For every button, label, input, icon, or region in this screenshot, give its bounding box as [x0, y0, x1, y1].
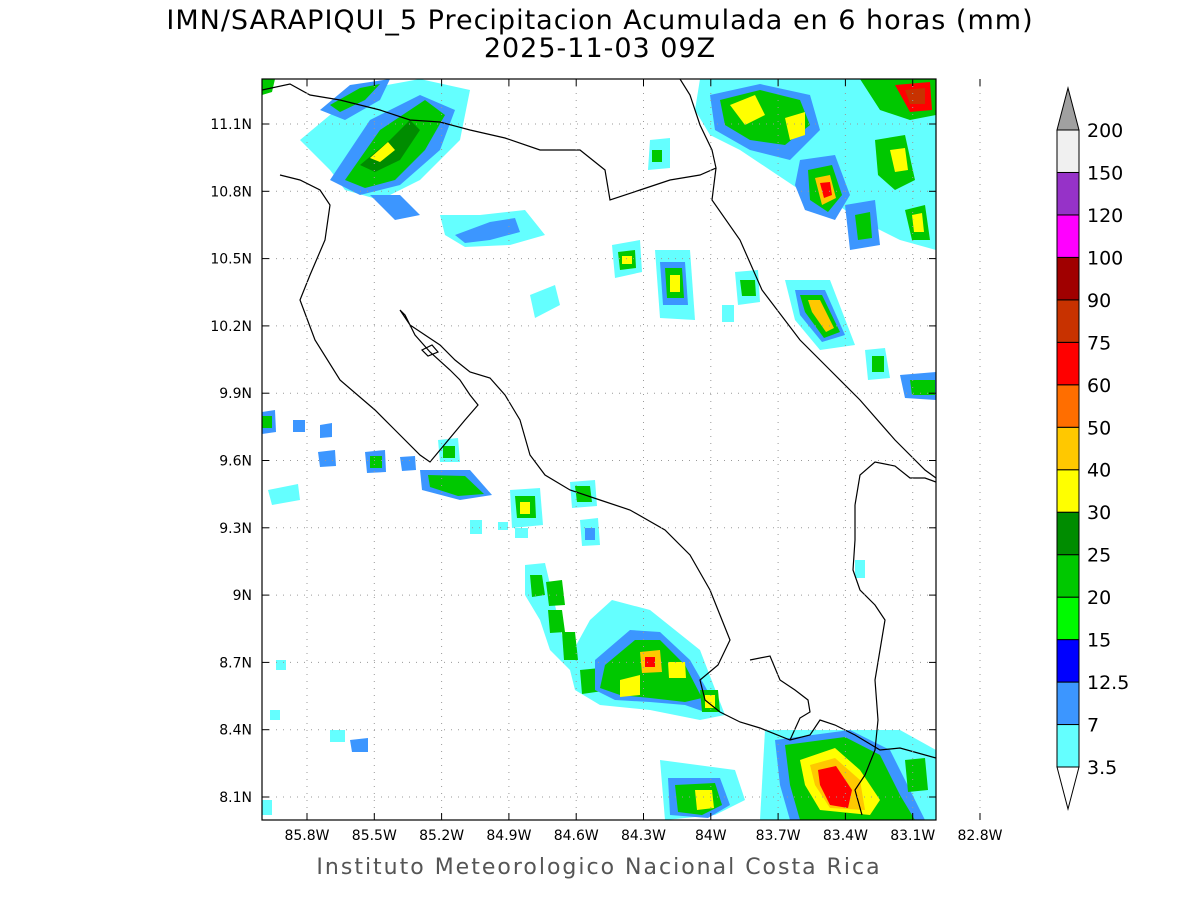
colorbar-swatch	[1056, 426, 1080, 471]
lat-tick-label: 8.7N	[219, 655, 252, 671]
colorbar-swatch	[1056, 511, 1080, 556]
lat-tick-label: 8.1N	[219, 790, 252, 806]
lon-tick-label: 83.1W	[890, 828, 935, 844]
coastlines	[262, 79, 936, 816]
precip-cluster-northwest	[262, 79, 560, 318]
map-title: IMN/SARAPIQUI_5 Precipitacion Acumulada …	[166, 5, 1034, 36]
colorbar-level-label: 25	[1087, 545, 1111, 567]
colorbar-over-arrow	[1056, 86, 1080, 131]
lat-tick-label: 9.3N	[219, 521, 252, 537]
lon-tick-label: 85.8W	[284, 828, 329, 844]
grid-lines	[262, 79, 981, 820]
lat-tick-label: 9.9N	[219, 386, 252, 402]
lon-tick-label: 84W	[695, 828, 727, 844]
footer-institution: Instituto Meteorologico Nacional Costa R…	[316, 855, 882, 880]
coastline-caribbean	[711, 167, 936, 479]
lon-axis: 85.8W 85.5W 85.2W 84.9W 84.6W 84.3W 84W 83.7W 83…	[284, 79, 1003, 844]
precip-cluster-south	[262, 560, 936, 820]
colorbar-level-label: 100	[1087, 247, 1123, 269]
colorbar-swatch	[1056, 469, 1080, 513]
colorbar-swatch	[1056, 299, 1080, 343]
lon-tick-label: 85.5W	[352, 828, 397, 844]
colorbar-level-label: 30	[1087, 502, 1111, 524]
colorbar-level-label: 150	[1087, 162, 1123, 184]
coastline-nicaragua-pacific	[262, 79, 717, 201]
colorbar-swatch	[1056, 724, 1080, 768]
colorbar-level-label: 12.5	[1087, 672, 1129, 694]
colorbar-swatch	[1056, 596, 1080, 641]
island-chira	[420, 344, 440, 357]
colorbar-level-label: 60	[1087, 375, 1111, 397]
map-subtitle-date: 2025-11-03 09Z	[483, 33, 717, 64]
lon-tick-label: 85.2W	[419, 828, 464, 844]
colorbar-level-label: 20	[1087, 587, 1111, 609]
colorbar-swatch	[1056, 171, 1080, 216]
lat-tick-label: 10.2N	[210, 319, 252, 335]
colorbar-level-label: 200	[1087, 120, 1123, 142]
colorbar-swatch	[1056, 214, 1080, 258]
lat-tick-label: 10.5N	[210, 252, 252, 268]
colorbar-level-label: 75	[1087, 332, 1111, 354]
colorbar-level-label: 40	[1087, 460, 1111, 482]
colorbar-swatch	[1056, 256, 1080, 301]
precip-cluster-pacific	[262, 410, 600, 546]
colorbar-level-label: 50	[1087, 417, 1111, 439]
lon-tick-label: 82.8W	[957, 828, 1002, 844]
colorbar-level-label: 7	[1087, 715, 1099, 737]
plot-frame	[261, 78, 937, 821]
colorbar-swatch	[1056, 341, 1080, 386]
lon-tick-label: 83.7W	[756, 828, 801, 844]
lat-tick-label: 10.8N	[210, 184, 252, 200]
lat-tick-label: 9.6N	[219, 454, 252, 470]
lon-tick-label: 84.9W	[486, 828, 531, 844]
lat-tick-label: 9N	[233, 588, 252, 604]
colorbar-swatch	[1056, 554, 1080, 598]
colorbar-swatch	[1056, 384, 1080, 428]
colorbar-swatch	[1056, 681, 1080, 726]
coastline-pacific-costa-rica	[279, 174, 936, 759]
colorbar-under-arrow	[1056, 766, 1080, 811]
precip-cluster-northeast	[648, 79, 936, 250]
colorbar-level-label: 15	[1087, 630, 1111, 652]
lon-tick-label: 84.3W	[621, 828, 666, 844]
lat-axis: 11.1N 10.8N 10.5N 10.2N 9.9N 9.6N 9.3N 9N 8.7N 8.…	[210, 117, 936, 806]
colorbar-level-label: 120	[1087, 205, 1123, 227]
colorbar-swatch	[1056, 639, 1080, 683]
map-plot-area	[261, 78, 981, 821]
lat-tick-label: 11.1N	[210, 117, 252, 133]
lon-tick-label: 84.6W	[554, 828, 599, 844]
colorbar-level-label: 90	[1087, 290, 1111, 312]
lat-tick-label: 8.4N	[219, 723, 252, 739]
border-panama	[852, 461, 936, 816]
precip-cluster-central-north	[612, 240, 936, 400]
precip-fields	[262, 79, 936, 820]
colorbar-swatch	[1056, 129, 1080, 173]
lon-tick-label: 83.4W	[823, 828, 868, 844]
coastline-osa-south	[749, 655, 811, 741]
color-legend: 3.5 7 12.5 15 20 25 30 40 50 60 75 90 100 120 150 200	[1056, 86, 1129, 811]
colorbar-level-label: 3.5	[1087, 757, 1117, 779]
